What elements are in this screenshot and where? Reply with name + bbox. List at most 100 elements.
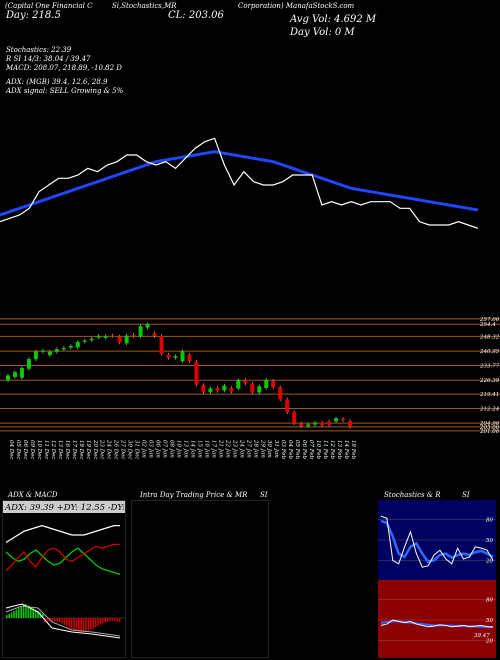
candle bbox=[341, 418, 346, 421]
date-label: 18 Dec bbox=[78, 440, 84, 460]
macd-histogram-bar bbox=[54, 618, 56, 622]
candle bbox=[215, 388, 220, 391]
macd-histogram-bar bbox=[25, 604, 27, 618]
day-label: Day: 218.5 bbox=[6, 10, 61, 21]
date-label: 11 Feb bbox=[322, 440, 328, 460]
price-axis-label: 257.06 bbox=[479, 317, 500, 323]
candle bbox=[89, 338, 94, 341]
intraday-panel bbox=[131, 500, 269, 658]
rsi-tick-label: 20 bbox=[485, 638, 493, 644]
price-ema-line-chart bbox=[0, 137, 479, 229]
date-label: 12 Feb bbox=[329, 440, 335, 460]
date-label: 24 Jan bbox=[238, 439, 244, 458]
macd-histogram-bar bbox=[30, 606, 32, 618]
macd-histogram-bar bbox=[106, 618, 109, 622]
candle bbox=[229, 388, 234, 392]
header-small-left: (Capital One Financial C bbox=[5, 2, 93, 10]
date-label: 09 Dec bbox=[29, 440, 35, 460]
macd-histogram-bar bbox=[66, 618, 68, 627]
macd-histogram-bar bbox=[51, 618, 54, 621]
price-axis-label: 219.41 bbox=[479, 392, 499, 398]
candle bbox=[173, 356, 178, 358]
date-label: 12 Dec bbox=[50, 440, 56, 460]
rsi-current-label: 39.47 bbox=[474, 633, 490, 639]
candle bbox=[334, 418, 339, 422]
price-axis-label: 233.77 bbox=[479, 363, 500, 369]
date-label: 23 Jan bbox=[231, 439, 237, 458]
stoch-tick-label: 50 bbox=[486, 538, 493, 544]
macd-histogram-bar bbox=[37, 611, 39, 618]
candle bbox=[96, 335, 101, 338]
macd-histogram-bar bbox=[34, 609, 37, 618]
plus-di-line bbox=[5, 547, 121, 575]
stoch-k-line bbox=[380, 515, 494, 568]
stochastics-panel-title: Stochastics & R bbox=[384, 491, 441, 499]
adx-macd-panel: ADX: 39.39 +DY: 12.55 -DY: 28.87 bbox=[2, 500, 126, 658]
price-axis-label: 226.39 bbox=[479, 378, 500, 384]
rsi-tick-label: 50 bbox=[486, 618, 493, 624]
intraday-panel-si: SI bbox=[260, 491, 268, 499]
price-axis-label: 204.96 bbox=[479, 421, 500, 427]
macd-histogram-bar bbox=[32, 608, 34, 618]
candle bbox=[103, 336, 108, 338]
date-label: 27 Jan bbox=[245, 439, 251, 458]
price-axis-label: 248.32 bbox=[479, 334, 500, 340]
candle bbox=[194, 361, 199, 385]
date-label: 15 Jan bbox=[196, 440, 202, 458]
candle bbox=[285, 399, 290, 413]
day-volume-label: Day Vol: 0 M bbox=[290, 27, 355, 38]
candle bbox=[131, 335, 136, 337]
date-label: 14 Jan bbox=[189, 440, 195, 458]
candle bbox=[61, 348, 66, 350]
candle bbox=[110, 335, 115, 337]
date-label: 10 Jan bbox=[176, 440, 182, 458]
stochastics-panel: 80 50 20 bbox=[378, 500, 496, 580]
candle bbox=[159, 336, 164, 354]
macd-histogram-bar bbox=[10, 612, 13, 618]
macd-histogram-bar bbox=[104, 618, 106, 623]
candle bbox=[54, 349, 59, 352]
macd-histogram-bar bbox=[116, 618, 118, 622]
macd-histogram-bar bbox=[73, 618, 75, 631]
date-label: 06 Jan bbox=[155, 440, 161, 458]
intraday-panel-title: Intra Day Trading Price & MR bbox=[140, 491, 248, 499]
candle bbox=[82, 340, 87, 342]
candle bbox=[264, 379, 269, 388]
date-label: 31 Jan bbox=[273, 440, 279, 458]
price-axis-label: 212.24 bbox=[479, 407, 500, 413]
price-axis-label: 201.06 bbox=[479, 429, 500, 435]
candle bbox=[257, 386, 262, 393]
header-small-mid: Si,Stochastics,MR bbox=[112, 2, 177, 10]
candle bbox=[243, 380, 248, 384]
macd-histogram-bar bbox=[13, 611, 15, 618]
date-label: 16 Jan bbox=[203, 440, 209, 458]
candle bbox=[19, 368, 24, 378]
macd-histogram-bar bbox=[18, 608, 20, 618]
price-axis-label: 203.06 bbox=[479, 425, 500, 431]
date-label: 13 Jan bbox=[182, 440, 188, 458]
header-small-right: Corporation) ManafaStockS.com bbox=[238, 2, 355, 10]
adx-signal-label: ADX signal: SELL Growing & 5% bbox=[6, 87, 124, 95]
candle bbox=[271, 380, 276, 388]
macd-histogram-bar bbox=[118, 618, 121, 623]
candle bbox=[26, 359, 31, 369]
macd-histogram-bar bbox=[99, 618, 102, 625]
macd-histogram-bar bbox=[15, 609, 18, 618]
candle bbox=[47, 351, 52, 356]
candle bbox=[292, 412, 297, 424]
date-label: 17 Jan bbox=[210, 440, 216, 458]
date-label: 13 Feb bbox=[336, 440, 342, 460]
candle bbox=[320, 422, 325, 426]
stoch-tick-label: 80 bbox=[486, 518, 493, 524]
date-label: 18 Feb bbox=[350, 440, 356, 460]
macd-signal-line bbox=[5, 605, 121, 637]
candle bbox=[348, 421, 352, 427]
macd-label: MACD: 208.07, 218.89, -10.82 D bbox=[6, 64, 122, 72]
date-label: 16 Dec bbox=[64, 440, 70, 460]
ema-line bbox=[0, 150, 479, 217]
date-label: 30 Jan bbox=[266, 440, 272, 458]
macd-histogram-bar bbox=[80, 618, 82, 632]
macd-histogram-bar bbox=[92, 618, 94, 629]
stochastics-values: R SI 14/3: 38.04 / 39.47 bbox=[6, 55, 91, 63]
